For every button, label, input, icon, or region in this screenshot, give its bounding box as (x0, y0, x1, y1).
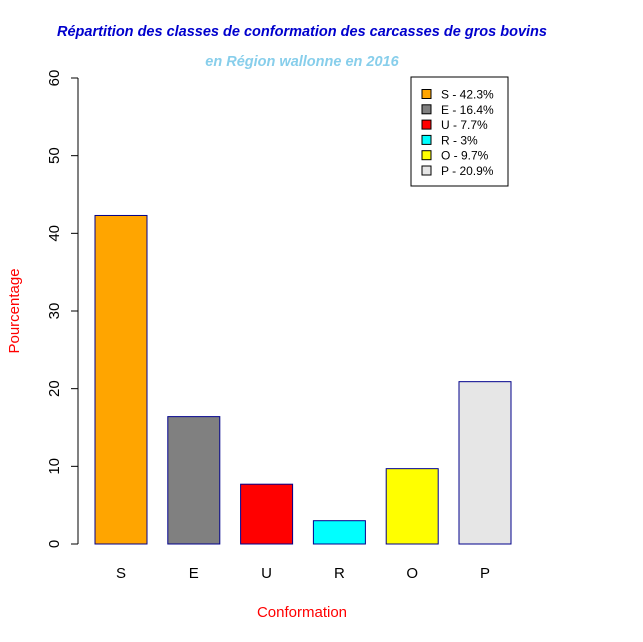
x-tick-label-O: O (406, 565, 418, 582)
bars (94, 214, 512, 545)
bar-P (458, 381, 512, 545)
legend-entry-E: E - 16.4% (441, 103, 494, 117)
x-tick-label-S: S (116, 565, 126, 582)
y-axis: 0 10 20 30 40 50 60 (46, 70, 79, 548)
bar-E (167, 416, 221, 545)
bar-O (385, 468, 439, 545)
y-tick-label: 20 (46, 380, 63, 397)
x-tick-label-U: U (261, 565, 272, 582)
y-tick-label: 0 (46, 540, 63, 548)
y-tick-label: 60 (46, 70, 63, 87)
chart-subtitle: en Région wallonne en 2016 (205, 54, 399, 70)
y-tick-label: 10 (46, 458, 63, 475)
legend: S - 42.3%E - 16.4%U - 7.7%R - 3% O - 9.7%… (410, 76, 509, 187)
legend-entry-R: R - 3% (441, 133, 478, 147)
legend-entry-S: S - 42.3% (441, 88, 494, 102)
bar-U (240, 483, 294, 545)
legend-entry-P: P - 20.9% (441, 164, 494, 178)
legend-entry-U: U - 7.7% (441, 118, 488, 132)
legend-swatch-U (421, 119, 432, 130)
legend-entry-O: O - 9.7% (441, 149, 489, 163)
legend-swatch-P (421, 165, 432, 176)
legend-swatch-S (421, 89, 432, 99)
x-tick-label-P: P (480, 565, 490, 582)
legend-swatch-O (421, 150, 432, 161)
x-tick-label-E: E (189, 565, 199, 582)
bar-R (312, 520, 366, 545)
y-tick-label: 40 (46, 225, 63, 242)
chart-title: Répartition des classes de conformation … (57, 24, 547, 40)
legend-swatch-E (421, 104, 432, 115)
legend-swatch-R (421, 134, 432, 145)
x-tick-label-R: R (334, 565, 345, 582)
x-axis-label: Conformation (257, 604, 347, 621)
y-axis-label: Pourcentage (6, 268, 23, 353)
y-tick-label: 30 (46, 303, 63, 320)
bar-S (94, 214, 148, 545)
y-tick-label: 50 (46, 147, 63, 164)
